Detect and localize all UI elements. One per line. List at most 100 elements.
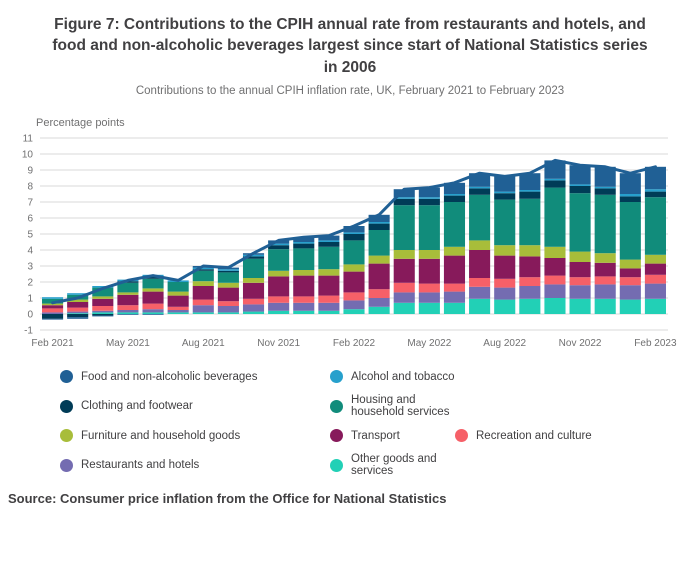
bar-segment [167, 291, 189, 296]
bar-segment [443, 291, 466, 303]
bar-segment [544, 180, 566, 188]
bar-segment [217, 270, 239, 273]
bar-segment [142, 312, 164, 315]
bar-segment [368, 214, 390, 223]
bar-segment [318, 235, 340, 241]
bar-segment [418, 250, 440, 259]
legend-row: Furniture and household goods Transport Re… [60, 429, 700, 443]
bar-segment [67, 311, 89, 314]
bar-segment [494, 255, 516, 279]
bar-segment [619, 299, 641, 315]
bar-segment [544, 275, 566, 285]
bar-segment [368, 223, 390, 231]
source-note: Source: Consumer price inflation from th… [8, 491, 447, 507]
bar-segment [569, 184, 591, 187]
bar-segment [293, 275, 315, 297]
bar-segment [469, 194, 491, 241]
bar-segment [192, 286, 214, 300]
bar-segment [519, 286, 541, 299]
chart-figure: Figure 7: Contributions to the CPIH annu… [0, 14, 700, 563]
bar-segment [142, 276, 164, 279]
legend-marker-icon [330, 370, 343, 384]
legend-row: Food and non-alcoholic beverages Alcohol … [60, 370, 700, 384]
bar-segment [67, 302, 89, 308]
bar-segment [494, 191, 516, 194]
bar-segment [368, 230, 390, 256]
bar-segment [544, 284, 566, 299]
bar-segment [544, 178, 566, 181]
bar-segment [192, 267, 214, 270]
bar-segment [569, 251, 591, 263]
legend-marker-icon [330, 458, 343, 472]
bar-segment [619, 285, 641, 300]
bar-segment [644, 191, 666, 198]
y-tick-label: 8 [27, 182, 33, 193]
bar-segment [192, 269, 214, 271]
bar-segment [393, 302, 415, 315]
bar-segment [217, 269, 239, 271]
bar-segment [544, 298, 566, 315]
bar-segment [242, 304, 265, 312]
bar-segment [368, 222, 390, 224]
legend-marker-icon [60, 429, 73, 443]
y-tick-label: 6 [27, 214, 33, 225]
bar-segment [318, 295, 340, 303]
bar-segment [343, 271, 365, 293]
bar-segment [293, 237, 315, 243]
stacked-bar-chart: -1 0 1 2 3 4 5 6 7 8 9 10 11 Feb 2021 May 2021 Aug 2021… [22, 134, 677, 350]
bar-segment [594, 298, 616, 315]
bar-segment [519, 191, 541, 199]
legend-label: Transport [351, 429, 400, 442]
bar-segment [343, 226, 365, 233]
bar-segment [142, 291, 164, 304]
bar-segment [242, 298, 265, 305]
bar-segment [594, 166, 616, 187]
bar-segment [494, 199, 516, 246]
bar-segment [494, 278, 516, 288]
legend-label: Housing and household services [351, 394, 450, 419]
bar-segment [217, 306, 239, 313]
x-tick-label: Aug 2021 [182, 338, 225, 349]
bar-segment [418, 205, 440, 251]
bar-segment [67, 314, 89, 318]
bar-segment [117, 312, 139, 315]
bar-segment [443, 182, 466, 195]
bar-segment [519, 245, 541, 257]
bar-segment [343, 240, 365, 265]
bar-segment [318, 246, 340, 270]
bar-segment [343, 232, 365, 235]
bar-segment [644, 263, 666, 275]
bar-segment [343, 234, 365, 241]
bar-segment [117, 292, 139, 295]
x-tick-label: Feb 2021 [31, 338, 74, 349]
bar-segment [418, 292, 440, 303]
bar-segment [92, 314, 114, 316]
bar-segment [293, 296, 315, 303]
x-tick-label: Feb 2023 [634, 338, 677, 349]
bar-segment [494, 299, 516, 315]
bar-segment [343, 309, 365, 315]
bar-segment [443, 195, 466, 203]
bar-segment [418, 198, 440, 206]
bar-segment [469, 250, 491, 279]
bar-segment [343, 300, 365, 310]
bar-segment [268, 276, 290, 297]
bar-segment [418, 197, 440, 199]
bar-segment [142, 303, 164, 310]
bar-segment [242, 258, 265, 279]
bar-segment [393, 258, 415, 283]
bar-segment [217, 282, 239, 288]
bar-segment [167, 310, 189, 313]
bar-segment [519, 298, 541, 315]
y-tick-label: 5 [27, 230, 33, 241]
y-tick-label: 10 [22, 150, 34, 161]
bar-segment [644, 274, 666, 284]
bar-segment [569, 165, 591, 185]
bar-segment [368, 263, 390, 290]
bar-segment [619, 196, 641, 203]
bar-segment [619, 202, 641, 260]
bar-segment [117, 314, 139, 315]
legend-label: Alcohol and tobacco [351, 370, 455, 383]
bar-segment [519, 198, 541, 246]
bar-segment [544, 187, 566, 247]
